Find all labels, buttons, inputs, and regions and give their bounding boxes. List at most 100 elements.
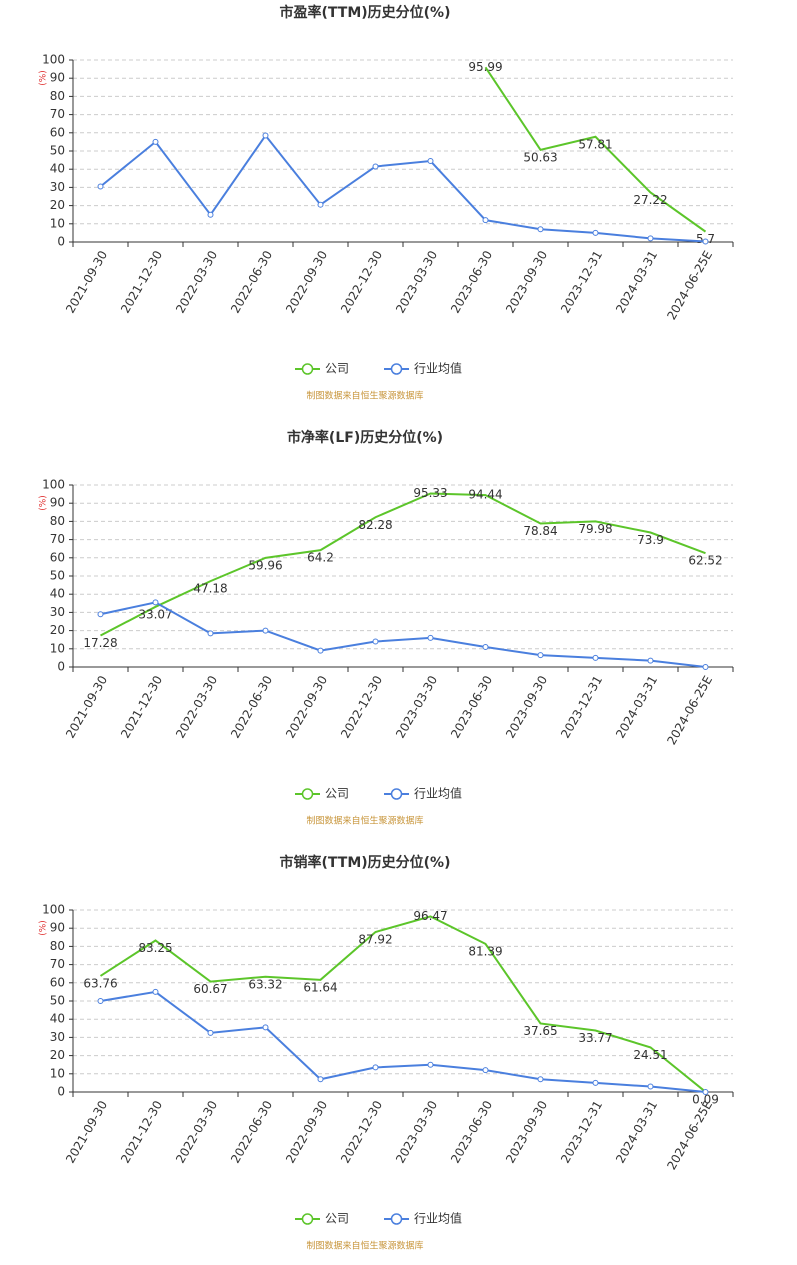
data-label: 60.67 bbox=[193, 982, 227, 996]
x-tick-label: 2023-12-31 bbox=[558, 1098, 605, 1165]
data-label: 61.64 bbox=[303, 980, 337, 994]
series-line bbox=[100, 990, 706, 1093]
y-axis-label: (%) bbox=[39, 70, 49, 86]
point bbox=[372, 1064, 379, 1071]
data-label: 63.32 bbox=[248, 977, 282, 991]
y-tick-label: 20 bbox=[50, 623, 65, 637]
y-tick-label: 100 bbox=[42, 478, 65, 492]
y-tick-label: 10 bbox=[50, 216, 65, 230]
series-line bbox=[99, 133, 706, 243]
x-tick-label: 2023-09-30 bbox=[503, 673, 550, 740]
data-label: 94.44 bbox=[468, 488, 502, 502]
y-tick-label: 90 bbox=[50, 921, 65, 935]
y-tick-label: 50 bbox=[50, 994, 65, 1008]
point bbox=[372, 638, 379, 645]
x-tick-label: 2024-06-25E bbox=[664, 673, 715, 747]
y-tick-label: 30 bbox=[50, 605, 65, 619]
point bbox=[702, 664, 709, 670]
chart-title: 市盈率(TTM)历史分位(%) bbox=[280, 4, 451, 21]
point bbox=[592, 654, 599, 661]
point bbox=[427, 1061, 434, 1068]
point bbox=[592, 1079, 599, 1086]
point bbox=[152, 599, 159, 606]
y-tick-label: 20 bbox=[50, 198, 65, 212]
point bbox=[207, 630, 214, 637]
x-tick-label: 2022-06-30 bbox=[228, 1098, 275, 1165]
series-line bbox=[100, 492, 706, 637]
x-tick-label: 2022-09-30 bbox=[283, 673, 330, 740]
y-tick-label: 40 bbox=[50, 1012, 65, 1026]
x-tick-label: 2023-12-31 bbox=[558, 248, 605, 315]
source-note: 制图数据来自恒生聚源数据库 bbox=[306, 1240, 423, 1252]
y-tick-label: 20 bbox=[50, 1048, 65, 1062]
y-tick-label: 10 bbox=[50, 641, 65, 655]
legend-label: 行业均值 bbox=[414, 786, 462, 801]
chart-title: 市净率(LF)历史分位(%) bbox=[287, 429, 443, 446]
data-label: 24.51 bbox=[633, 1048, 667, 1062]
data-label: 33.77 bbox=[578, 1031, 612, 1045]
point bbox=[207, 1029, 214, 1036]
point bbox=[647, 235, 654, 242]
point bbox=[97, 611, 104, 618]
point bbox=[262, 132, 269, 139]
x-tick-label: 2024-03-31 bbox=[613, 248, 660, 315]
x-tick-label: 2023-03-30 bbox=[393, 1098, 440, 1165]
y-tick-label: 0 bbox=[57, 1085, 65, 1099]
point bbox=[152, 988, 159, 995]
y-tick-label: 0 bbox=[57, 235, 65, 249]
legend-label: 公司 bbox=[325, 362, 349, 376]
source-note: 制图数据来自恒生聚源数据库 bbox=[306, 390, 423, 402]
data-label: 95.33 bbox=[413, 486, 447, 500]
point bbox=[152, 138, 159, 145]
x-tick-label: 2022-09-30 bbox=[283, 248, 330, 315]
y-axis-label: (%) bbox=[39, 920, 49, 936]
point bbox=[537, 226, 544, 233]
series-line bbox=[99, 915, 707, 1093]
legend-label: 公司 bbox=[325, 787, 349, 801]
x-tick-label: 2023-06-30 bbox=[448, 1098, 495, 1165]
chart-title: 市销率(TTM)历史分位(%) bbox=[280, 854, 451, 871]
data-label: 37.65 bbox=[523, 1024, 557, 1038]
y-tick-label: 40 bbox=[50, 162, 65, 176]
y-tick-label: 70 bbox=[50, 107, 65, 121]
data-label: 62.52 bbox=[688, 554, 722, 568]
legend-marker bbox=[301, 363, 314, 375]
y-tick-label: 80 bbox=[50, 514, 65, 528]
y-tick-label: 80 bbox=[50, 89, 65, 103]
data-label: 33.07 bbox=[138, 607, 172, 621]
point bbox=[97, 998, 104, 1004]
y-tick-label: 70 bbox=[50, 957, 65, 971]
point bbox=[592, 229, 599, 236]
x-tick-label: 2023-09-30 bbox=[503, 248, 550, 315]
legend-marker bbox=[301, 1213, 314, 1225]
x-tick-label: 2024-03-31 bbox=[613, 673, 660, 740]
y-tick-label: 50 bbox=[50, 144, 65, 158]
y-tick-label: 90 bbox=[50, 71, 65, 85]
x-tick-label: 2022-09-30 bbox=[283, 1098, 330, 1165]
data-label: 78.84 bbox=[523, 524, 557, 538]
legend-marker bbox=[301, 788, 314, 800]
data-label: 83.25 bbox=[138, 941, 172, 955]
x-tick-label: 2021-12-30 bbox=[118, 673, 165, 740]
data-label: 73.9 bbox=[637, 533, 664, 547]
y-axis-label: (%) bbox=[39, 495, 49, 511]
x-tick-label: 2022-06-30 bbox=[228, 673, 275, 740]
series-line bbox=[100, 601, 706, 668]
point bbox=[427, 634, 434, 641]
data-label: 17.28 bbox=[83, 636, 117, 650]
y-tick-label: 0 bbox=[57, 660, 65, 674]
data-label: 82.28 bbox=[358, 518, 392, 532]
source-note: 制图数据来自恒生聚源数据库 bbox=[306, 815, 423, 827]
x-tick-label: 2021-09-30 bbox=[63, 673, 110, 740]
series-line bbox=[484, 66, 707, 233]
x-tick-label: 2022-12-30 bbox=[338, 1098, 385, 1165]
data-label: 79.98 bbox=[578, 522, 612, 536]
point bbox=[702, 238, 709, 245]
point bbox=[317, 201, 324, 208]
point bbox=[647, 657, 654, 664]
point bbox=[537, 1076, 544, 1083]
y-tick-label: 60 bbox=[50, 550, 65, 564]
x-tick-label: 2022-06-30 bbox=[228, 248, 275, 315]
x-tick-label: 2021-12-30 bbox=[118, 248, 165, 315]
